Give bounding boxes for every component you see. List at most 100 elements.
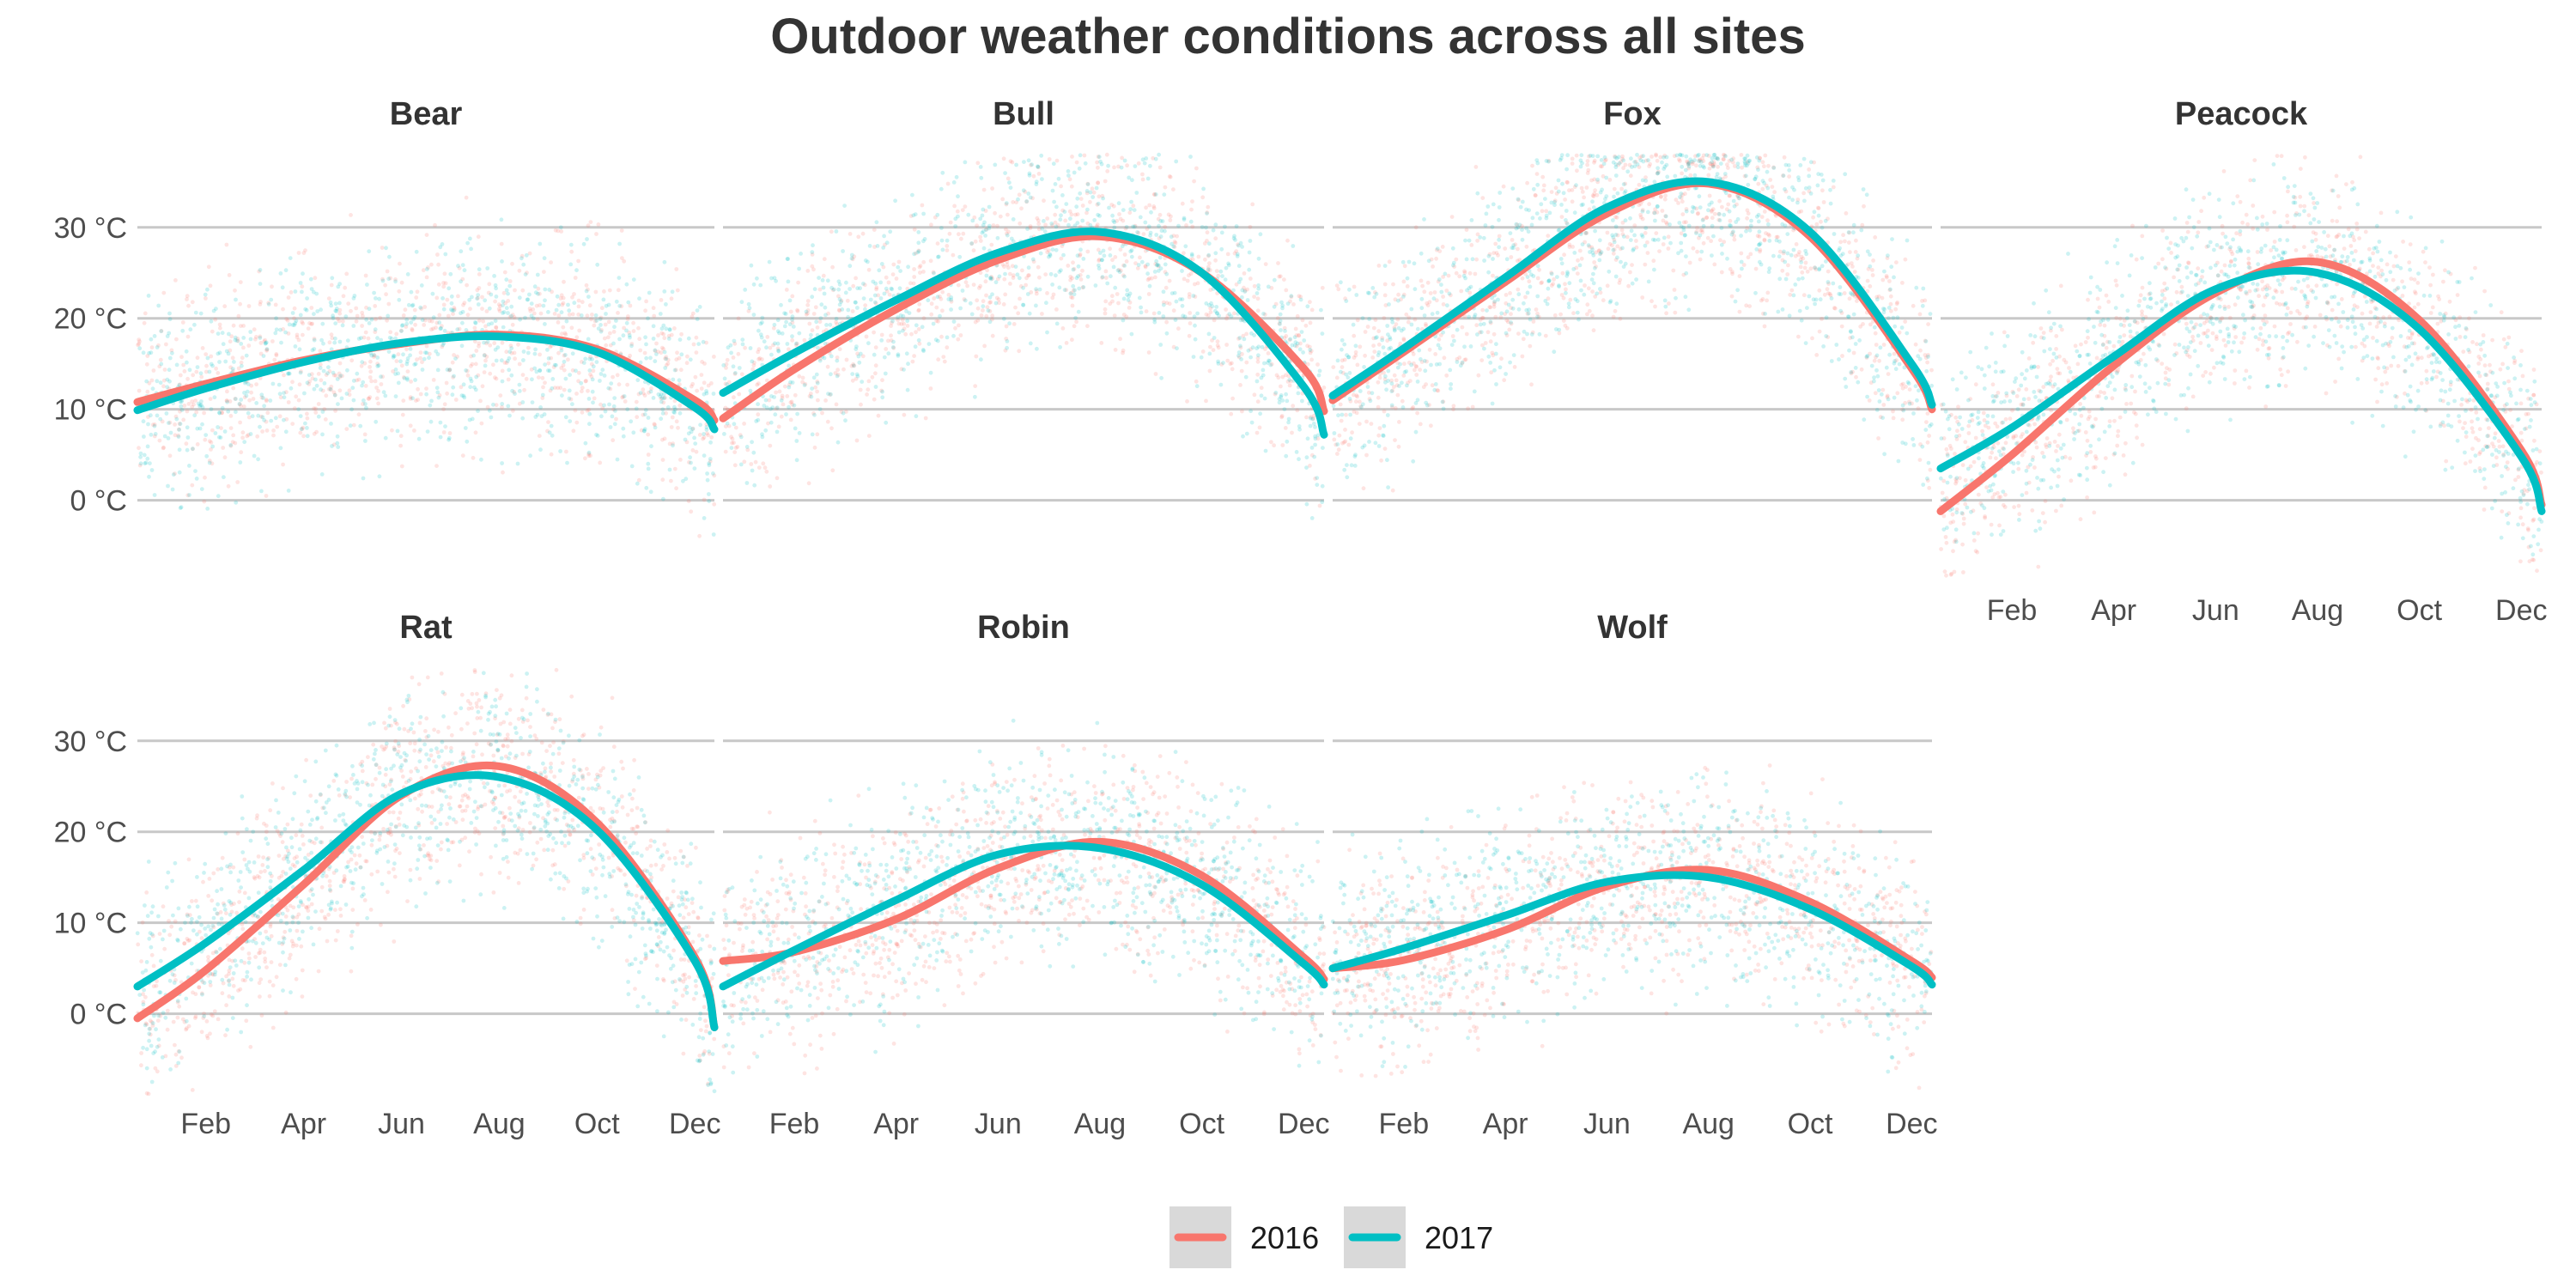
- reading-point: [354, 306, 359, 311]
- reading-point: [404, 361, 410, 367]
- reading-point: [940, 170, 945, 175]
- reading-point: [1679, 240, 1684, 246]
- reading-point: [1696, 210, 1700, 216]
- reading-point: [1121, 208, 1126, 213]
- reading-point: [1319, 307, 1323, 313]
- reading-point: [1799, 260, 1804, 264]
- reading-point: [1232, 311, 1236, 316]
- reading-point: [829, 285, 834, 290]
- reading-point: [1035, 346, 1039, 351]
- reading-point: [301, 251, 307, 255]
- reading-point: [1145, 271, 1150, 276]
- reading-point: [468, 236, 472, 241]
- reading-point: [418, 350, 423, 355]
- reading-point: [699, 373, 704, 377]
- reading-point: [1260, 344, 1265, 349]
- reading-point: [662, 396, 666, 401]
- reading-point: [1481, 235, 1486, 240]
- reading-point: [586, 223, 591, 228]
- reading-point: [658, 312, 663, 316]
- reading-point: [486, 322, 491, 327]
- reading-point: [638, 391, 643, 395]
- reading-point: [1817, 329, 1822, 334]
- reading-point: [1522, 301, 1526, 306]
- reading-point: [1560, 181, 1564, 186]
- reading-point: [383, 393, 388, 398]
- reading-point: [1236, 264, 1242, 269]
- reading-point: [1320, 331, 1325, 336]
- reading-point: [702, 432, 706, 436]
- reading-point: [637, 296, 641, 301]
- reading-point: [1312, 454, 1317, 459]
- reading-point: [1468, 344, 1473, 349]
- reading-point: [431, 326, 435, 331]
- reading-point: [646, 416, 651, 420]
- reading-point: [1706, 173, 1711, 178]
- reading-point: [344, 427, 349, 431]
- reading-point: [1140, 157, 1145, 162]
- reading-point: [981, 308, 985, 313]
- reading-point: [316, 402, 321, 406]
- reading-point: [1812, 210, 1817, 215]
- reading-point: [1266, 284, 1271, 289]
- reading-point: [1347, 371, 1352, 375]
- reading-point: [685, 354, 690, 359]
- reading-point: [723, 449, 728, 454]
- reading-point: [262, 339, 267, 343]
- reading-point: [912, 267, 916, 271]
- reading-point: [471, 455, 476, 460]
- reading-point: [500, 259, 504, 264]
- reading-point: [326, 365, 331, 370]
- reading-point: [698, 422, 702, 428]
- reading-point: [493, 375, 497, 380]
- reading-point: [173, 471, 177, 476]
- reading-point: [1282, 277, 1286, 282]
- reading-point: [1014, 162, 1018, 167]
- reading-point: [488, 343, 493, 348]
- reading-point: [1843, 376, 1848, 381]
- reading-point: [1046, 248, 1051, 252]
- reading-point: [1801, 156, 1807, 161]
- reading-point: [166, 436, 171, 440]
- reading-point: [1707, 193, 1712, 198]
- reading-point: [337, 311, 343, 316]
- reading-point: [861, 296, 866, 301]
- reading-point: [246, 410, 251, 416]
- reading-point: [199, 374, 204, 380]
- reading-point: [981, 299, 986, 304]
- reading-point: [335, 440, 340, 446]
- reading-point: [750, 359, 755, 364]
- reading-point: [1112, 220, 1117, 225]
- reading-point: [476, 409, 480, 413]
- reading-point: [1060, 326, 1066, 331]
- reading-point: [533, 290, 538, 295]
- reading-point: [1504, 257, 1510, 262]
- reading-point: [702, 435, 707, 440]
- reading-point: [237, 402, 242, 406]
- reading-point: [1888, 301, 1893, 307]
- reading-point: [616, 311, 620, 315]
- reading-point: [1012, 322, 1017, 326]
- reading-point: [1291, 404, 1296, 409]
- reading-point: [756, 381, 761, 386]
- reading-point: [866, 267, 872, 272]
- reading-point: [320, 410, 325, 414]
- reading-point: [953, 224, 958, 228]
- reading-point: [653, 422, 657, 428]
- reading-point: [995, 223, 999, 228]
- reading-point: [805, 299, 811, 303]
- reading-point: [167, 368, 172, 373]
- reading-point: [975, 161, 981, 166]
- reading-point: [984, 313, 989, 319]
- reading-point: [701, 339, 706, 344]
- reading-point: [473, 387, 478, 392]
- reading-point: [945, 181, 951, 186]
- reading-point: [538, 311, 544, 316]
- reading-point: [487, 306, 492, 311]
- reading-point: [425, 429, 430, 434]
- reading-point: [1823, 218, 1828, 223]
- reading-point: [1157, 255, 1163, 260]
- reading-point: [1295, 313, 1300, 319]
- reading-point: [1859, 367, 1864, 372]
- reading-point: [1352, 392, 1356, 398]
